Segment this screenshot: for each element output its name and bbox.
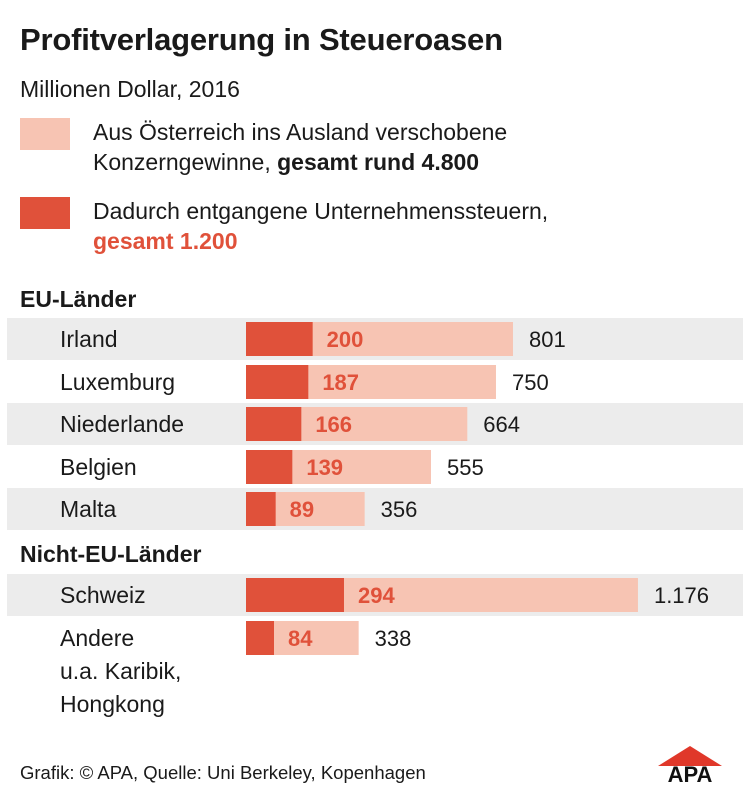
tax-bar [246, 621, 274, 655]
country-label: Niederlande [60, 411, 184, 437]
country-label: Luxemburg [60, 369, 175, 395]
tax-bar [246, 365, 309, 399]
legend-profit-line1: Aus Österreich ins Ausland verschobene [93, 119, 508, 145]
tax-value-label: 294 [358, 583, 395, 608]
legend-profit-line2: Konzerngewinne, [93, 149, 278, 175]
country-label: Andere [60, 625, 134, 651]
tax-bar [246, 407, 302, 441]
logo-roof-icon [658, 746, 722, 766]
logo-text: APA [668, 762, 713, 784]
legend-profit-total: gesamt rund 4.800 [277, 149, 480, 175]
country-label: Malta [60, 496, 116, 522]
tax-value-label: 200 [327, 327, 364, 352]
section-non-eu-heading: Nicht-EU-Länder [20, 541, 202, 567]
profit-value-label: 664 [483, 412, 520, 437]
country-label: u.a. Karibik, [60, 658, 181, 684]
row-background [7, 488, 743, 530]
legend-tax-line1: Dadurch entgangene Unternehmenssteuern, [93, 198, 549, 224]
country-label: Hongkong [60, 691, 165, 717]
country-label: Belgien [60, 454, 137, 480]
tax-bar [246, 322, 313, 356]
legend-swatch-profit [20, 118, 70, 150]
footer-source: Grafik: © APA, Quelle: Uni Berkeley, Kop… [20, 762, 426, 783]
legend-swatch-tax [20, 197, 70, 229]
tax-value-label: 139 [306, 455, 343, 480]
tax-value-label: 84 [288, 626, 313, 651]
country-label: Schweiz [60, 582, 146, 608]
profit-value-label: 1.176 [654, 583, 709, 608]
profit-value-label: 750 [512, 370, 549, 395]
profit-value-label: 801 [529, 327, 566, 352]
chart-subtitle: Millionen Dollar, 2016 [20, 76, 240, 102]
legend-tax-total: gesamt 1.200 [93, 228, 238, 254]
tax-value-label: 187 [322, 370, 359, 395]
legend-tax-text: Dadurch entgangene Unternehmenssteuern, … [93, 196, 548, 256]
section-eu-heading: EU-Länder [20, 286, 137, 312]
bar-chart: 200 801 Irland 187 750 Luxemburg 166 664 Niederl… [7, 318, 743, 717]
profit-value-label: 555 [447, 455, 484, 480]
tax-value-label: 166 [315, 412, 352, 437]
chart-title: Profitverlagerung in Steueroasen [20, 22, 503, 57]
profit-value-label: 338 [375, 626, 412, 651]
tax-bar [246, 578, 344, 612]
apa-logo: APA [658, 746, 722, 784]
tax-bar [246, 450, 293, 484]
country-label: Irland [60, 326, 118, 352]
tax-bar [246, 492, 276, 526]
tax-value-label: 89 [290, 497, 314, 522]
profit-value-label: 356 [381, 497, 418, 522]
legend-profit-text: Aus Österreich ins Ausland verschobene K… [93, 117, 507, 177]
